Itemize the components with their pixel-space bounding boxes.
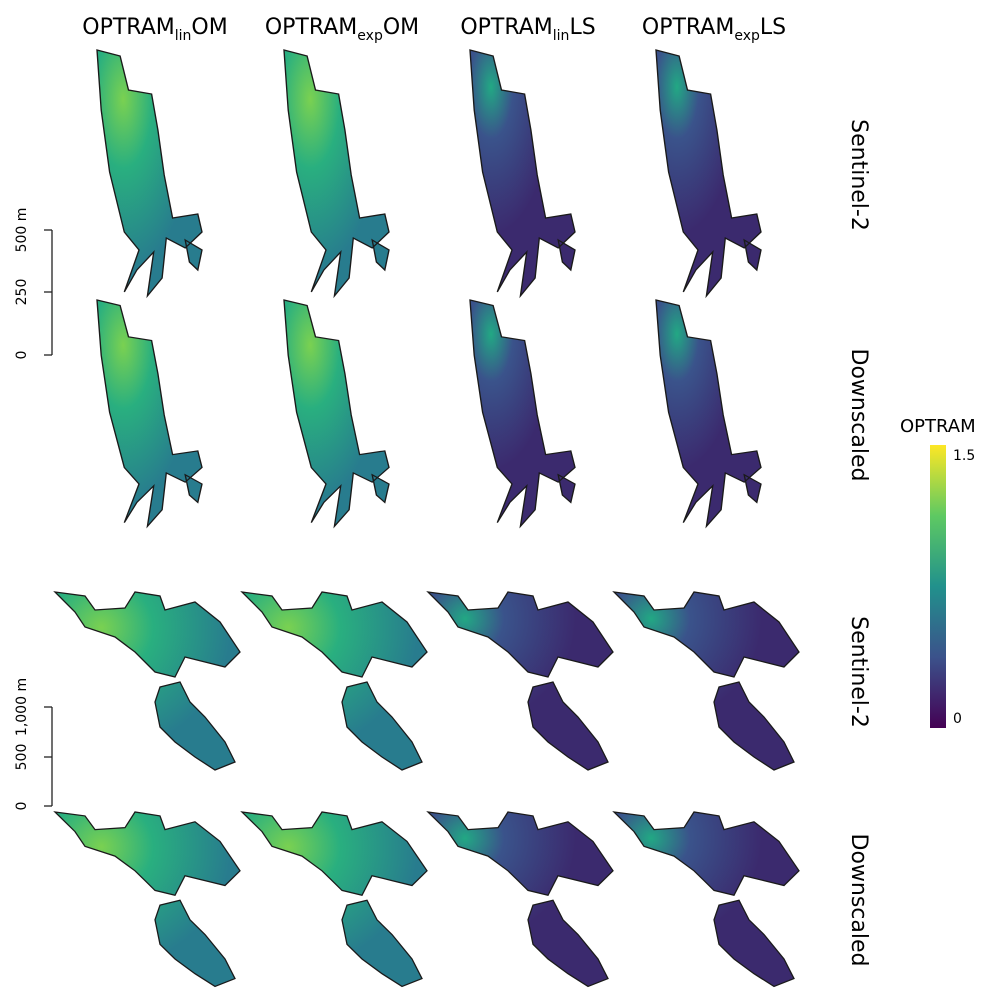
map-region	[613, 591, 800, 771]
header-main: OPTRAM	[265, 15, 357, 40]
header-suffix: OM	[191, 15, 227, 40]
row-label: Downscaled	[846, 834, 871, 967]
header-main: OPTRAM	[642, 15, 734, 40]
scale-label: 0	[14, 802, 30, 811]
map-region	[283, 299, 390, 528]
legend-label: 1.5	[953, 448, 975, 464]
header-sub: lin	[175, 28, 192, 44]
legend-title: OPTRAM	[900, 416, 976, 437]
map-region	[427, 591, 614, 771]
row-label: Downscaled	[846, 349, 871, 482]
map-region	[283, 49, 390, 297]
map-region	[427, 811, 614, 988]
scale-label: 1,000 m	[14, 678, 30, 736]
map-region	[54, 591, 241, 771]
legend-label: 0	[953, 711, 962, 727]
scale-label: 500 m	[14, 208, 30, 253]
map-region	[96, 299, 203, 528]
map-region	[469, 299, 576, 528]
map-region	[613, 811, 800, 988]
header-suffix: LS	[760, 15, 786, 40]
header-main: OPTRAM	[82, 15, 174, 40]
column-header: OPTRAMexpLS	[642, 15, 786, 44]
map-region	[54, 811, 241, 988]
map-region	[241, 591, 428, 771]
scale-bar-top	[44, 229, 53, 356]
header-suffix: LS	[569, 15, 595, 40]
header-suffix: OM	[383, 15, 419, 40]
scale-bar-bottom	[44, 706, 53, 807]
map-region	[96, 49, 203, 297]
header-sub: exp	[734, 28, 760, 44]
column-header: OPTRAMlinLS	[460, 15, 595, 44]
map-panels	[54, 49, 800, 988]
header-main: OPTRAM	[460, 15, 552, 40]
header-sub: lin	[553, 28, 570, 44]
scale-label: 250	[14, 279, 30, 306]
map-region	[655, 49, 762, 297]
row-label: Sentinel-2	[846, 616, 871, 728]
map-region	[241, 811, 428, 988]
column-header: OPTRAMlinOM	[82, 15, 227, 44]
scale-label: 500	[14, 744, 30, 771]
header-sub: exp	[357, 28, 383, 44]
scale-label: 0	[14, 351, 30, 360]
colorbar	[930, 445, 946, 728]
map-region	[469, 49, 576, 297]
column-header: OPTRAMexpOM	[265, 15, 419, 44]
map-region	[655, 299, 762, 528]
row-label: Sentinel-2	[846, 119, 871, 231]
